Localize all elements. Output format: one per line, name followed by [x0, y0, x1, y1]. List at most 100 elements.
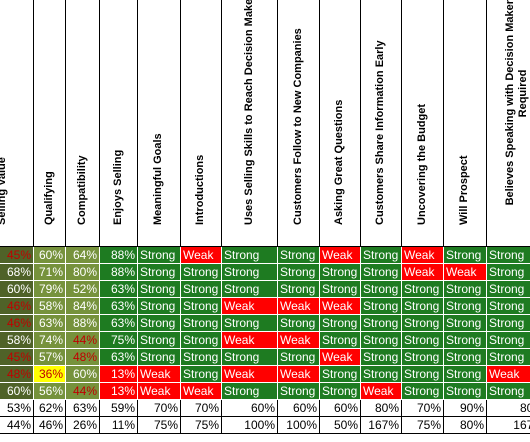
- grid-cell[interactable]: 60%: [222, 400, 278, 417]
- column-header-11[interactable]: Uncovering the Budget: [402, 0, 444, 247]
- grid-cell[interactable]: Strong: [278, 315, 320, 332]
- grid-cell[interactable]: 60%: [320, 400, 361, 417]
- grid-cell[interactable]: Strong: [402, 298, 444, 315]
- grid-cell[interactable]: Strong: [402, 315, 444, 332]
- grid-cell[interactable]: Strong: [402, 366, 444, 383]
- grid-cell[interactable]: 70%: [402, 400, 444, 417]
- grid-cell[interactable]: Weak: [320, 349, 361, 366]
- grid-cell[interactable]: 88%: [100, 264, 138, 281]
- grid-cell[interactable]: Strong: [361, 247, 402, 264]
- grid-cell[interactable]: 100%: [278, 417, 320, 434]
- grid-cell[interactable]: 84%: [66, 298, 100, 315]
- column-header-4[interactable]: Enjoys Selling: [100, 0, 138, 247]
- grid-cell[interactable]: Strong: [487, 332, 530, 349]
- grid-cell[interactable]: Strong: [487, 281, 530, 298]
- grid-cell[interactable]: Weak: [402, 264, 444, 281]
- grid-cell[interactable]: 80%: [487, 400, 530, 417]
- grid-cell[interactable]: Strong: [320, 366, 361, 383]
- grid-cell[interactable]: Weak: [487, 366, 530, 383]
- grid-cell[interactable]: 68%: [0, 264, 34, 281]
- grid-cell[interactable]: 62%: [34, 400, 66, 417]
- grid-cell[interactable]: Weak: [320, 247, 361, 264]
- grid-cell[interactable]: 58%: [0, 332, 34, 349]
- grid-cell[interactable]: Strong: [402, 332, 444, 349]
- grid-cell[interactable]: Strong: [138, 298, 181, 315]
- grid-cell[interactable]: 11%: [100, 417, 138, 434]
- grid-cell[interactable]: 63%: [34, 315, 66, 332]
- grid-cell[interactable]: 167%: [361, 417, 402, 434]
- grid-cell[interactable]: Strong: [444, 332, 487, 349]
- grid-cell[interactable]: Strong: [138, 349, 181, 366]
- grid-cell[interactable]: Weak: [181, 383, 222, 400]
- grid-cell[interactable]: Weak: [222, 298, 278, 315]
- grid-cell[interactable]: 80%: [444, 417, 487, 434]
- grid-cell[interactable]: Strong: [361, 349, 402, 366]
- grid-cell[interactable]: 48%: [0, 366, 34, 383]
- grid-cell[interactable]: 75%: [181, 417, 222, 434]
- grid-cell[interactable]: 63%: [100, 298, 138, 315]
- grid-cell[interactable]: 46%: [0, 298, 34, 315]
- grid-cell[interactable]: Weak: [222, 332, 278, 349]
- grid-cell[interactable]: 100%: [222, 417, 278, 434]
- grid-cell[interactable]: Strong: [320, 264, 361, 281]
- grid-cell[interactable]: Strong: [402, 349, 444, 366]
- grid-cell[interactable]: 88%: [66, 315, 100, 332]
- grid-cell[interactable]: 75%: [138, 417, 181, 434]
- grid-cell[interactable]: Strong: [361, 332, 402, 349]
- column-header-5[interactable]: Meaningful Goals: [138, 0, 181, 247]
- grid-cell[interactable]: 59%: [100, 400, 138, 417]
- grid-cell[interactable]: Strong: [222, 264, 278, 281]
- grid-cell[interactable]: Strong: [181, 315, 222, 332]
- column-header-6[interactable]: Introductions: [181, 0, 222, 247]
- column-header-3[interactable]: Compatibility: [66, 0, 100, 247]
- grid-cell[interactable]: 80%: [361, 400, 402, 417]
- grid-cell[interactable]: 70%: [138, 400, 181, 417]
- grid-cell[interactable]: Strong: [222, 247, 278, 264]
- grid-cell[interactable]: Strong: [320, 332, 361, 349]
- grid-cell[interactable]: 60%: [0, 281, 34, 298]
- column-header-7[interactable]: Uses Selling Skills to Reach Decision Ma…: [222, 0, 278, 247]
- grid-cell[interactable]: Strong: [487, 383, 530, 400]
- grid-cell[interactable]: Strong: [181, 298, 222, 315]
- grid-cell[interactable]: 71%: [34, 264, 66, 281]
- grid-cell[interactable]: 46%: [34, 417, 66, 434]
- column-header-12[interactable]: Will Prospect: [444, 0, 487, 247]
- grid-cell[interactable]: Weak: [278, 366, 320, 383]
- grid-cell[interactable]: Strong: [487, 264, 530, 281]
- grid-cell[interactable]: 52%: [66, 281, 100, 298]
- grid-cell[interactable]: Strong: [222, 349, 278, 366]
- grid-cell[interactable]: Weak: [222, 366, 278, 383]
- grid-cell[interactable]: Strong: [181, 366, 222, 383]
- grid-cell[interactable]: Strong: [444, 349, 487, 366]
- grid-cell[interactable]: Strong: [361, 281, 402, 298]
- grid-cell[interactable]: Weak: [320, 298, 361, 315]
- grid-cell[interactable]: Weak: [361, 383, 402, 400]
- grid-cell[interactable]: 80%: [66, 264, 100, 281]
- grid-cell[interactable]: Strong: [361, 264, 402, 281]
- grid-cell[interactable]: Strong: [444, 298, 487, 315]
- column-header-8[interactable]: Customers Follow to New Companies: [278, 0, 320, 247]
- grid-cell[interactable]: 60%: [66, 366, 100, 383]
- grid-cell[interactable]: Weak: [278, 298, 320, 315]
- grid-cell[interactable]: Strong: [278, 264, 320, 281]
- grid-cell[interactable]: 74%: [34, 332, 66, 349]
- grid-cell[interactable]: 13%: [100, 366, 138, 383]
- grid-cell[interactable]: Strong: [278, 349, 320, 366]
- grid-cell[interactable]: 53%: [0, 400, 34, 417]
- grid-cell[interactable]: Strong: [487, 247, 530, 264]
- grid-cell[interactable]: Weak: [444, 264, 487, 281]
- grid-cell[interactable]: 48%: [66, 349, 100, 366]
- grid-cell[interactable]: 63%: [100, 349, 138, 366]
- column-header-1[interactable]: Selling Value: [0, 0, 34, 247]
- grid-cell[interactable]: Strong: [487, 349, 530, 366]
- grid-cell[interactable]: Strong: [222, 383, 278, 400]
- grid-cell[interactable]: Strong: [181, 349, 222, 366]
- grid-cell[interactable]: Strong: [278, 247, 320, 264]
- grid-cell[interactable]: Strong: [402, 281, 444, 298]
- grid-cell[interactable]: Strong: [320, 281, 361, 298]
- column-header-9[interactable]: Asking Great Questions: [320, 0, 361, 247]
- grid-cell[interactable]: 58%: [34, 298, 66, 315]
- grid-cell[interactable]: 45%: [0, 349, 34, 366]
- grid-cell[interactable]: 90%: [444, 400, 487, 417]
- grid-cell[interactable]: 70%: [181, 400, 222, 417]
